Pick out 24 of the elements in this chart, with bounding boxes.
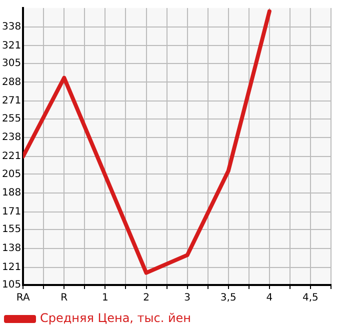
x-tick-label: RA <box>16 292 30 304</box>
y-tick-label: 305 <box>2 58 22 69</box>
y-tick-label: 138 <box>2 243 22 254</box>
x-tick-label: R <box>60 292 68 304</box>
x-tick-label: 4 <box>266 292 273 304</box>
y-tick-label: 238 <box>2 132 22 144</box>
legend-label: Средняя Цена, тыс. йен <box>40 311 192 326</box>
x-tick-label: 4,5 <box>302 292 318 304</box>
y-tick-label: 171 <box>2 206 22 218</box>
y-tick-label: 271 <box>2 96 22 107</box>
y-tick-label: 105 <box>2 280 22 291</box>
x-tick-label: 3 <box>184 292 190 304</box>
y-tick-label: 321 <box>2 40 22 52</box>
y-tick-label: 221 <box>2 151 22 162</box>
y-tick-label: 255 <box>2 113 22 124</box>
y-tick-label: 121 <box>2 262 22 273</box>
y-tick-label: 155 <box>2 224 22 236</box>
x-tick-label: 1 <box>102 292 108 304</box>
y-tick-label: 288 <box>2 76 22 88</box>
y-tick-label: 188 <box>2 188 22 199</box>
y-tick-label: 205 <box>2 168 22 180</box>
x-tick-label: 2 <box>143 292 150 304</box>
x-tick-label: 3,5 <box>220 292 236 304</box>
y-tick-label: 338 <box>2 21 22 32</box>
